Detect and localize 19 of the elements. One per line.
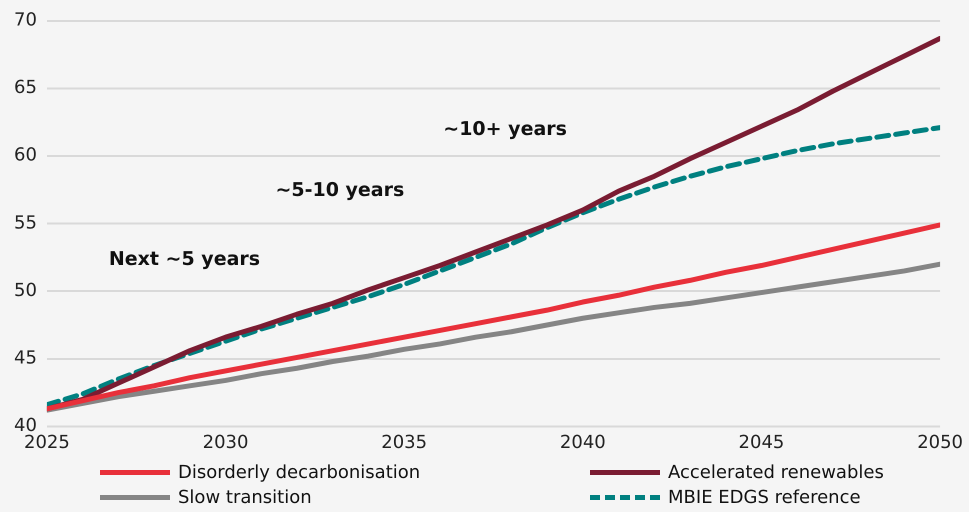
- y-tick-label: 60: [14, 144, 37, 166]
- y-tick-label: 50: [14, 280, 37, 301]
- legend-label: Slow transition: [178, 487, 312, 508]
- x-tick-label: 2050: [917, 432, 963, 453]
- legend-label: Accelerated renewables: [668, 462, 884, 483]
- annotation: ~10+ years: [443, 118, 567, 140]
- legend-label: MBIE EDGS reference: [668, 487, 861, 508]
- annotation: Next ~5 years: [108, 248, 260, 270]
- x-tick-label: 2030: [202, 432, 248, 453]
- x-tick-label: 2025: [24, 432, 70, 453]
- y-tick-label: 70: [14, 9, 37, 30]
- y-tick-label: 65: [14, 77, 37, 98]
- y-tick-label: 55: [14, 212, 37, 234]
- y-tick-label: 45: [14, 347, 37, 368]
- x-tick-label: 2035: [381, 432, 428, 453]
- x-tick-label: 2045: [738, 432, 784, 453]
- annotation: ~5-10 years: [275, 179, 404, 202]
- legend-label: Disorderly decarbonisation: [178, 462, 420, 483]
- x-tick-label: 2040: [560, 432, 606, 453]
